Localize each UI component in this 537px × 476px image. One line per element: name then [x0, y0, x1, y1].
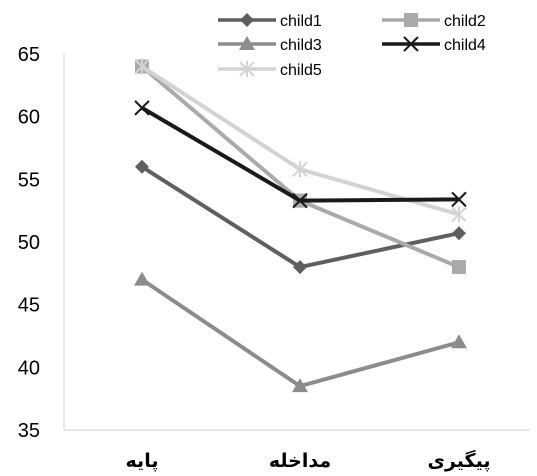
- legend-marker-child2: [404, 13, 418, 27]
- series-line-child4: [140, 106, 460, 203]
- y-axis-ticks: 35 40 45 50 55 60 65: [18, 44, 40, 442]
- data-point-child4: [292, 192, 308, 209]
- data-point-child5: [134, 58, 150, 75]
- legend-marker-child5: [239, 61, 255, 77]
- x-axis-categories: پایه مداخله پیگیری: [126, 449, 491, 472]
- series-child4: [134, 100, 467, 209]
- data-point-child1: [293, 260, 307, 275]
- data-point-child5: [292, 161, 308, 178]
- legend-marker-child1: [240, 13, 254, 27]
- data-point-child3: [292, 378, 308, 393]
- x-category-label: مداخله: [269, 450, 331, 472]
- series-lines: [134, 58, 467, 393]
- y-tick-label: 40: [18, 357, 40, 379]
- legend-item-child5: child5: [218, 61, 322, 79]
- data-point-child3: [134, 271, 150, 286]
- legend-item-child4: child4: [382, 36, 486, 54]
- legend-marker-child3: [239, 36, 255, 50]
- legend-item-child3: child3: [218, 36, 322, 54]
- data-point-child1: [135, 159, 149, 174]
- y-tick-label: 45: [18, 295, 40, 317]
- data-point-child1: [452, 226, 466, 241]
- data-point-child4: [134, 100, 150, 116]
- legend-item-child1: child1: [218, 13, 322, 30]
- data-point-child4: [451, 191, 467, 208]
- series-line-child1: [140, 165, 460, 270]
- legend-marker-child4: [403, 36, 419, 52]
- legend-label: child2: [444, 13, 486, 30]
- y-tick-label: 50: [18, 232, 40, 254]
- y-tick-label: 55: [18, 169, 40, 191]
- legend-label: child1: [280, 13, 322, 30]
- legend-item-child2: child2: [382, 13, 486, 30]
- legend-label: child4: [444, 37, 486, 54]
- data-point-child2: [452, 260, 466, 275]
- x-category-label: پایه: [126, 450, 159, 472]
- data-point-child3: [451, 334, 467, 349]
- series-child3: [134, 271, 467, 393]
- legend-label: child3: [280, 37, 322, 54]
- x-category-label: پیگیری: [428, 449, 491, 472]
- series-line-child3: [140, 277, 460, 389]
- axes: [63, 54, 530, 431]
- y-tick-label: 60: [18, 107, 40, 129]
- legend-label: child5: [280, 62, 322, 79]
- legend: child1 child2 child3 child4 child5: [218, 13, 486, 79]
- series-line-child5: [140, 64, 460, 217]
- data-point-child5: [451, 206, 467, 223]
- y-tick-label: 35: [18, 420, 40, 442]
- y-tick-label: 65: [18, 44, 40, 66]
